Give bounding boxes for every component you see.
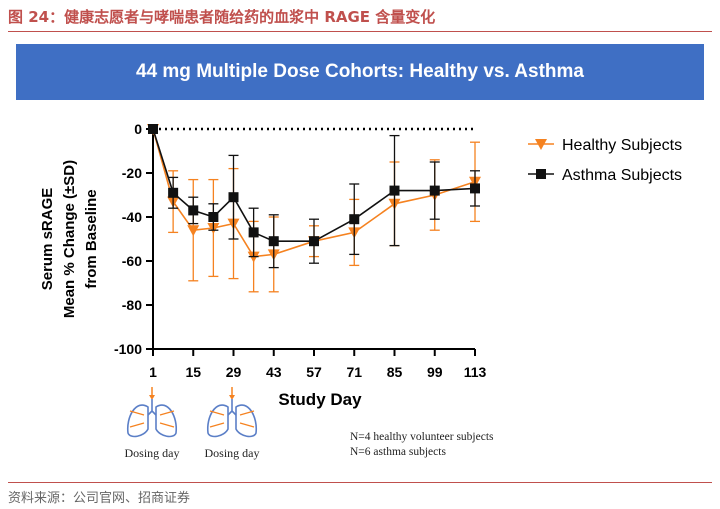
sample-size-notes: N=4 healthy volunteer subjects N=6 asthm… — [350, 430, 494, 460]
line-chart: 0 -20 -40 -60 -80 -100 1 15 29 43 57 71 85 99 113 Study… — [39, 121, 682, 460]
y-axis-label-line: from Baseline — [83, 189, 100, 288]
data-point-square — [248, 227, 259, 238]
banner-title: 44 mg Multiple Dose Cohorts: Healthy vs.… — [136, 61, 584, 82]
x-tick-label: 85 — [387, 364, 403, 380]
dosing-day-label: Dosing day — [125, 446, 180, 460]
y-axis-label-line: Serum sRAGE — [39, 188, 56, 291]
airflow-arrow — [209, 422, 225, 428]
legend-entry: Healthy Subjects — [528, 137, 682, 154]
data-point-square — [429, 185, 440, 196]
data-point-square — [188, 205, 199, 216]
data-point-square — [268, 236, 279, 247]
legend-label: Healthy Subjects — [562, 137, 682, 154]
x-tick-label: 57 — [306, 364, 322, 380]
x-tick-label: 15 — [185, 364, 201, 380]
data-point-square — [536, 169, 546, 179]
x-tick-label: 43 — [266, 364, 282, 380]
data-point-triangle — [187, 225, 200, 237]
airflow-arrow — [159, 410, 175, 416]
x-tick-label: 29 — [226, 364, 242, 380]
legend-entry: Asthma Subjects — [528, 167, 682, 184]
lung-left — [126, 404, 149, 438]
lung-right — [235, 404, 258, 438]
note-healthy: N=4 healthy volunteer subjects — [350, 431, 494, 443]
source-rule — [8, 482, 712, 483]
y-tick-label: -80 — [122, 297, 142, 313]
dose-arrow-head — [149, 395, 155, 400]
data-point-triangle — [535, 139, 547, 150]
chart-banner: 44 mg Multiple Dose Cohorts: Healthy vs.… — [16, 44, 704, 100]
airflow-arrow — [209, 410, 225, 416]
data-point-square — [349, 214, 360, 225]
note-asthma: N=6 asthma subjects — [350, 446, 446, 458]
lung-icon: Dosing day — [205, 387, 260, 460]
data-point-square — [389, 185, 400, 196]
lung-left — [206, 404, 229, 438]
data-point-square — [470, 183, 480, 194]
series-layer — [147, 124, 481, 293]
figure-caption: 图 24：健康志愿者与哮喘患者随给药的血浆中 RAGE 含量变化 — [8, 8, 436, 26]
x-tick-label: 71 — [346, 364, 362, 380]
series-asthma — [148, 124, 480, 269]
x-axis-label: Study Day — [278, 390, 362, 409]
caption-rule — [8, 31, 712, 32]
y-tick-label: -20 — [122, 165, 142, 181]
data-point-square — [208, 212, 219, 222]
airflow-arrow — [239, 410, 255, 416]
y-tick-label: 0 — [134, 121, 142, 137]
source-text: 资料来源：公司官网、招商证券 — [8, 491, 191, 506]
x-tick-label: 113 — [464, 364, 487, 380]
data-point-square — [228, 192, 239, 203]
airflow-arrow — [129, 422, 145, 428]
airflow-arrow — [159, 422, 175, 428]
x-tick-label: 99 — [427, 364, 443, 380]
data-point-square — [168, 187, 179, 198]
y-axis-label-line: Mean % Change (±SD) — [61, 160, 78, 318]
dosing-icons: Dosing day Dosing day — [125, 387, 260, 460]
dose-arrow-head — [229, 395, 235, 400]
chart-legend: Healthy Subjects Asthma Subjects — [528, 137, 682, 184]
lung-icon: Dosing day — [125, 387, 180, 460]
airflow-arrow — [239, 422, 255, 428]
y-tick-label: -60 — [122, 253, 142, 269]
lung-right — [155, 404, 178, 438]
airflow-arrow — [129, 410, 145, 416]
y-tick-label: -100 — [114, 341, 142, 357]
dosing-day-label: Dosing day — [205, 446, 260, 460]
legend-label: Asthma Subjects — [562, 167, 682, 184]
chart-axes: 0 -20 -40 -60 -80 -100 1 15 29 43 57 71 85 99 113 Study… — [39, 121, 487, 409]
x-tick-label: 1 — [149, 364, 157, 380]
y-tick-label: -40 — [122, 209, 142, 225]
data-point-square — [309, 236, 319, 247]
data-point-square — [148, 124, 158, 134]
